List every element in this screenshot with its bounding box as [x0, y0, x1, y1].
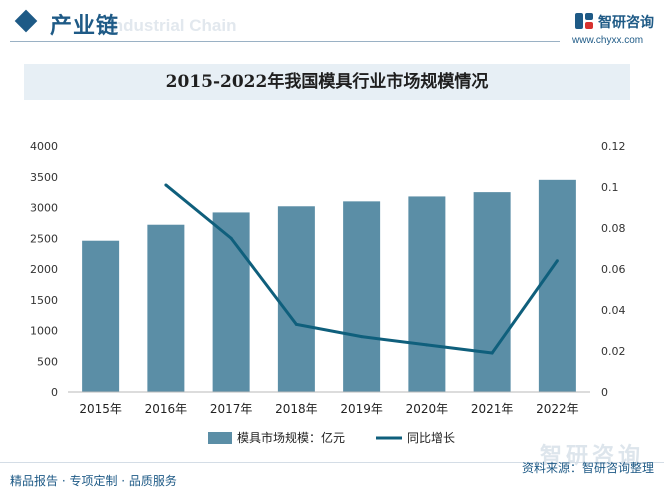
bar [212, 212, 250, 392]
y-right-tick-label: 0 [601, 386, 608, 399]
bar [82, 240, 120, 392]
y-right-tick-label: 0.12 [601, 140, 626, 153]
bar [473, 192, 511, 392]
source-note: 资料来源：智研咨询整理 [521, 461, 654, 475]
logo-url: www.chyxx.com [572, 35, 644, 46]
y-left-tick-label: 500 [37, 355, 58, 368]
header-divider [10, 41, 560, 42]
y-right-tick-label: 0.02 [601, 345, 626, 358]
y-left-tick-label: 0 [51, 386, 58, 399]
line-point [490, 351, 494, 355]
x-tick-label: 2018年 [275, 402, 318, 416]
chart-title-band: 2015-2022年我国模具行业市场规模情况 [24, 64, 630, 100]
x-tick-label: 2015年 [79, 402, 122, 416]
chart-title: 2015-2022年我国模具行业市场规模情况 [165, 72, 489, 92]
line-point [360, 335, 364, 339]
legend-label-bar: 模具市场规模：亿元 [237, 430, 345, 445]
y-left-tick-label: 2500 [30, 232, 58, 245]
y-right-tick-label: 0.04 [601, 304, 626, 317]
y-right-tick-label: 0.06 [601, 263, 626, 276]
section-header: Industrial Chain 产业链 智研咨询 www.chyxx.com [0, 0, 664, 50]
section-title: 产业链 [50, 14, 120, 39]
y-right-tick-label: 0.08 [601, 222, 626, 235]
x-tick-label: 2022年 [536, 402, 579, 416]
line-point [555, 259, 559, 263]
line-point [229, 236, 233, 240]
x-tick-label: 2016年 [145, 402, 188, 416]
logo-icon [575, 13, 593, 29]
bar [538, 179, 576, 392]
footer-divider [0, 462, 664, 463]
line-point [164, 183, 168, 187]
y-left-tick-label: 3500 [30, 171, 58, 184]
x-tick-label: 2020年 [406, 402, 449, 416]
line-point [294, 322, 298, 326]
y-right-tick-label: 0.1 [601, 181, 619, 194]
bar [408, 196, 446, 392]
x-tick-label: 2019年 [340, 402, 383, 416]
bar [343, 201, 381, 392]
y-left-tick-label: 3000 [30, 202, 58, 215]
logo-name: 智研咨询 [598, 15, 654, 31]
footer-watermark: 智研咨询 [540, 444, 645, 469]
x-tick-label: 2017年 [210, 402, 253, 416]
x-tick-label: 2021年 [471, 402, 514, 416]
y-left-tick-label: 1500 [30, 294, 58, 307]
y-left-tick-label: 4000 [30, 140, 58, 153]
bar [277, 206, 315, 392]
y-left-tick-label: 1000 [30, 325, 58, 338]
legend-label-line: 同比增长 [407, 431, 455, 445]
brand-logo: 智研咨询 www.chyxx.com [572, 10, 654, 50]
section-ghost-text: Industrial Chain [108, 16, 237, 35]
bar [147, 224, 185, 392]
y-left-tick-label: 2000 [30, 263, 58, 276]
line-point [425, 343, 429, 347]
legend-swatch-bar [208, 432, 232, 444]
footer-slogan: 精品报告 · 专项定制 · 品质服务 [10, 474, 177, 488]
